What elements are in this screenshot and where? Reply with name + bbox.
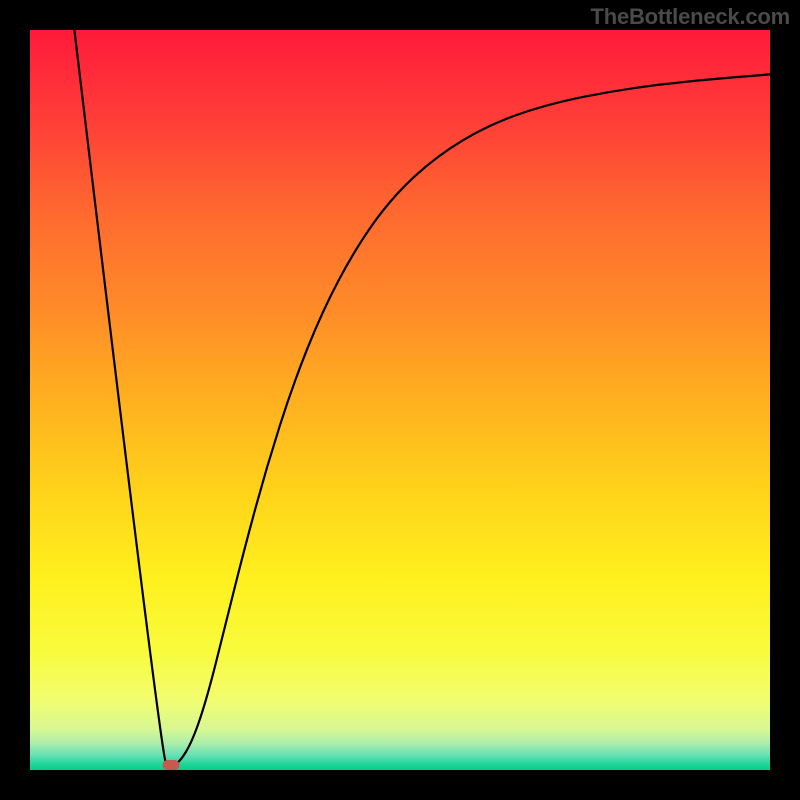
optimal-point-marker xyxy=(162,757,179,775)
bottleneck-curve xyxy=(30,30,770,770)
plot-area xyxy=(30,30,770,770)
watermark-text: TheBottleneck.com xyxy=(590,4,790,30)
